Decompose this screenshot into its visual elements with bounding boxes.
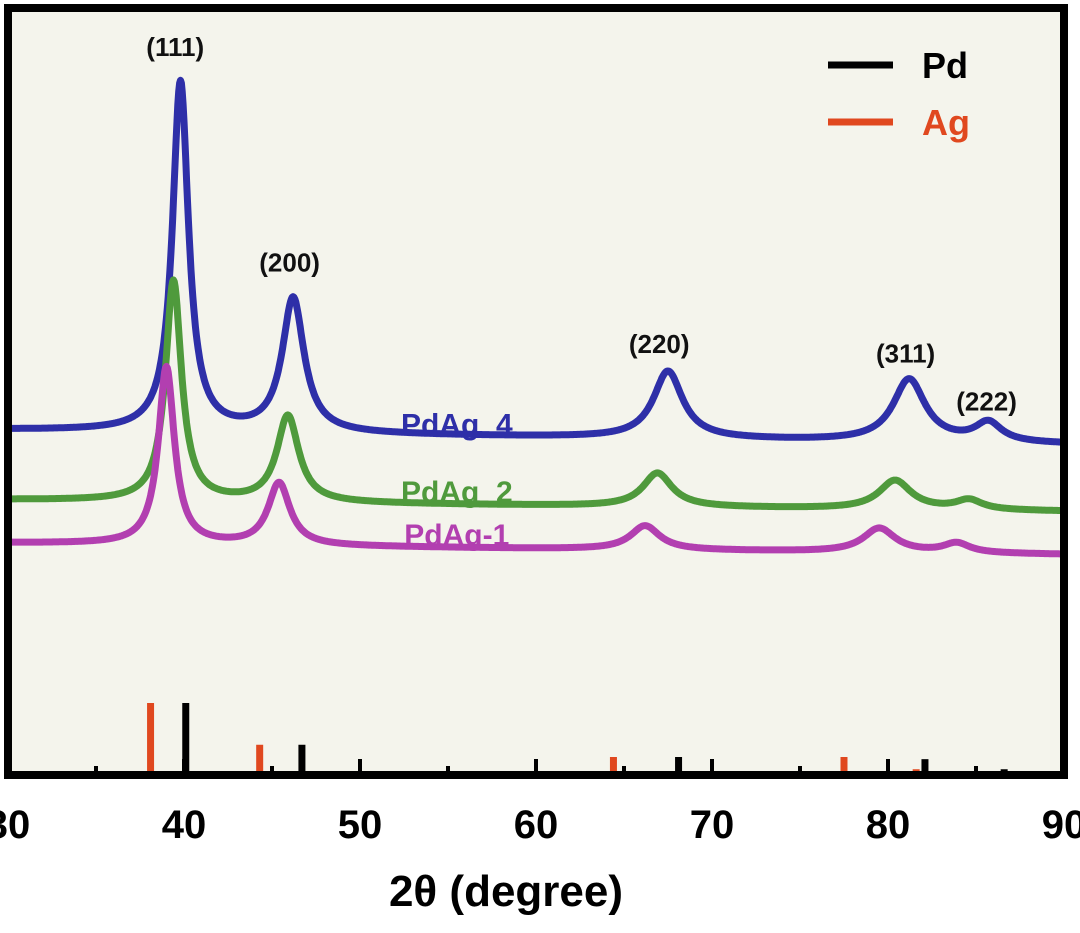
x-tick-label: 90 (1042, 803, 1080, 847)
reference-line-ag (147, 703, 155, 775)
peak-label: (220) (629, 329, 690, 359)
reference-line-pd (182, 703, 190, 775)
x-axis-title: 2θ (degree) (389, 867, 623, 916)
series-line-pdag-2 (4, 276, 1068, 515)
x-tick-label: 50 (338, 803, 383, 847)
x-tick-label: 40 (162, 803, 207, 847)
reference-line-ag (840, 757, 848, 775)
legend-label: Pd (922, 45, 968, 86)
peak-label: (200) (259, 248, 320, 278)
peak-label: (222) (956, 387, 1017, 417)
legend-label: Ag (922, 102, 970, 143)
x-tick-label: 80 (866, 803, 911, 847)
legend: Pd Ag (828, 45, 970, 143)
reference-line-ag (256, 744, 264, 775)
x-tick-label: 30 (0, 803, 30, 847)
reference-line-pd (675, 757, 683, 775)
x-tick-label: 60 (514, 803, 559, 847)
series-line-pdag-1 (4, 362, 1068, 558)
peak-label: (111) (146, 32, 204, 62)
reference-line-pd (298, 744, 306, 775)
series-label: PdAg_4 (401, 409, 513, 442)
series-line-pdag-4 (4, 76, 1068, 446)
series-label: PdAg_2 (401, 476, 513, 509)
reference-line-pd (921, 759, 929, 775)
peak-label: (311) (876, 339, 935, 369)
series-label: PdAg-1 (404, 519, 509, 552)
x-tick-label: 70 (690, 803, 735, 847)
reference-line-ag (609, 757, 617, 775)
